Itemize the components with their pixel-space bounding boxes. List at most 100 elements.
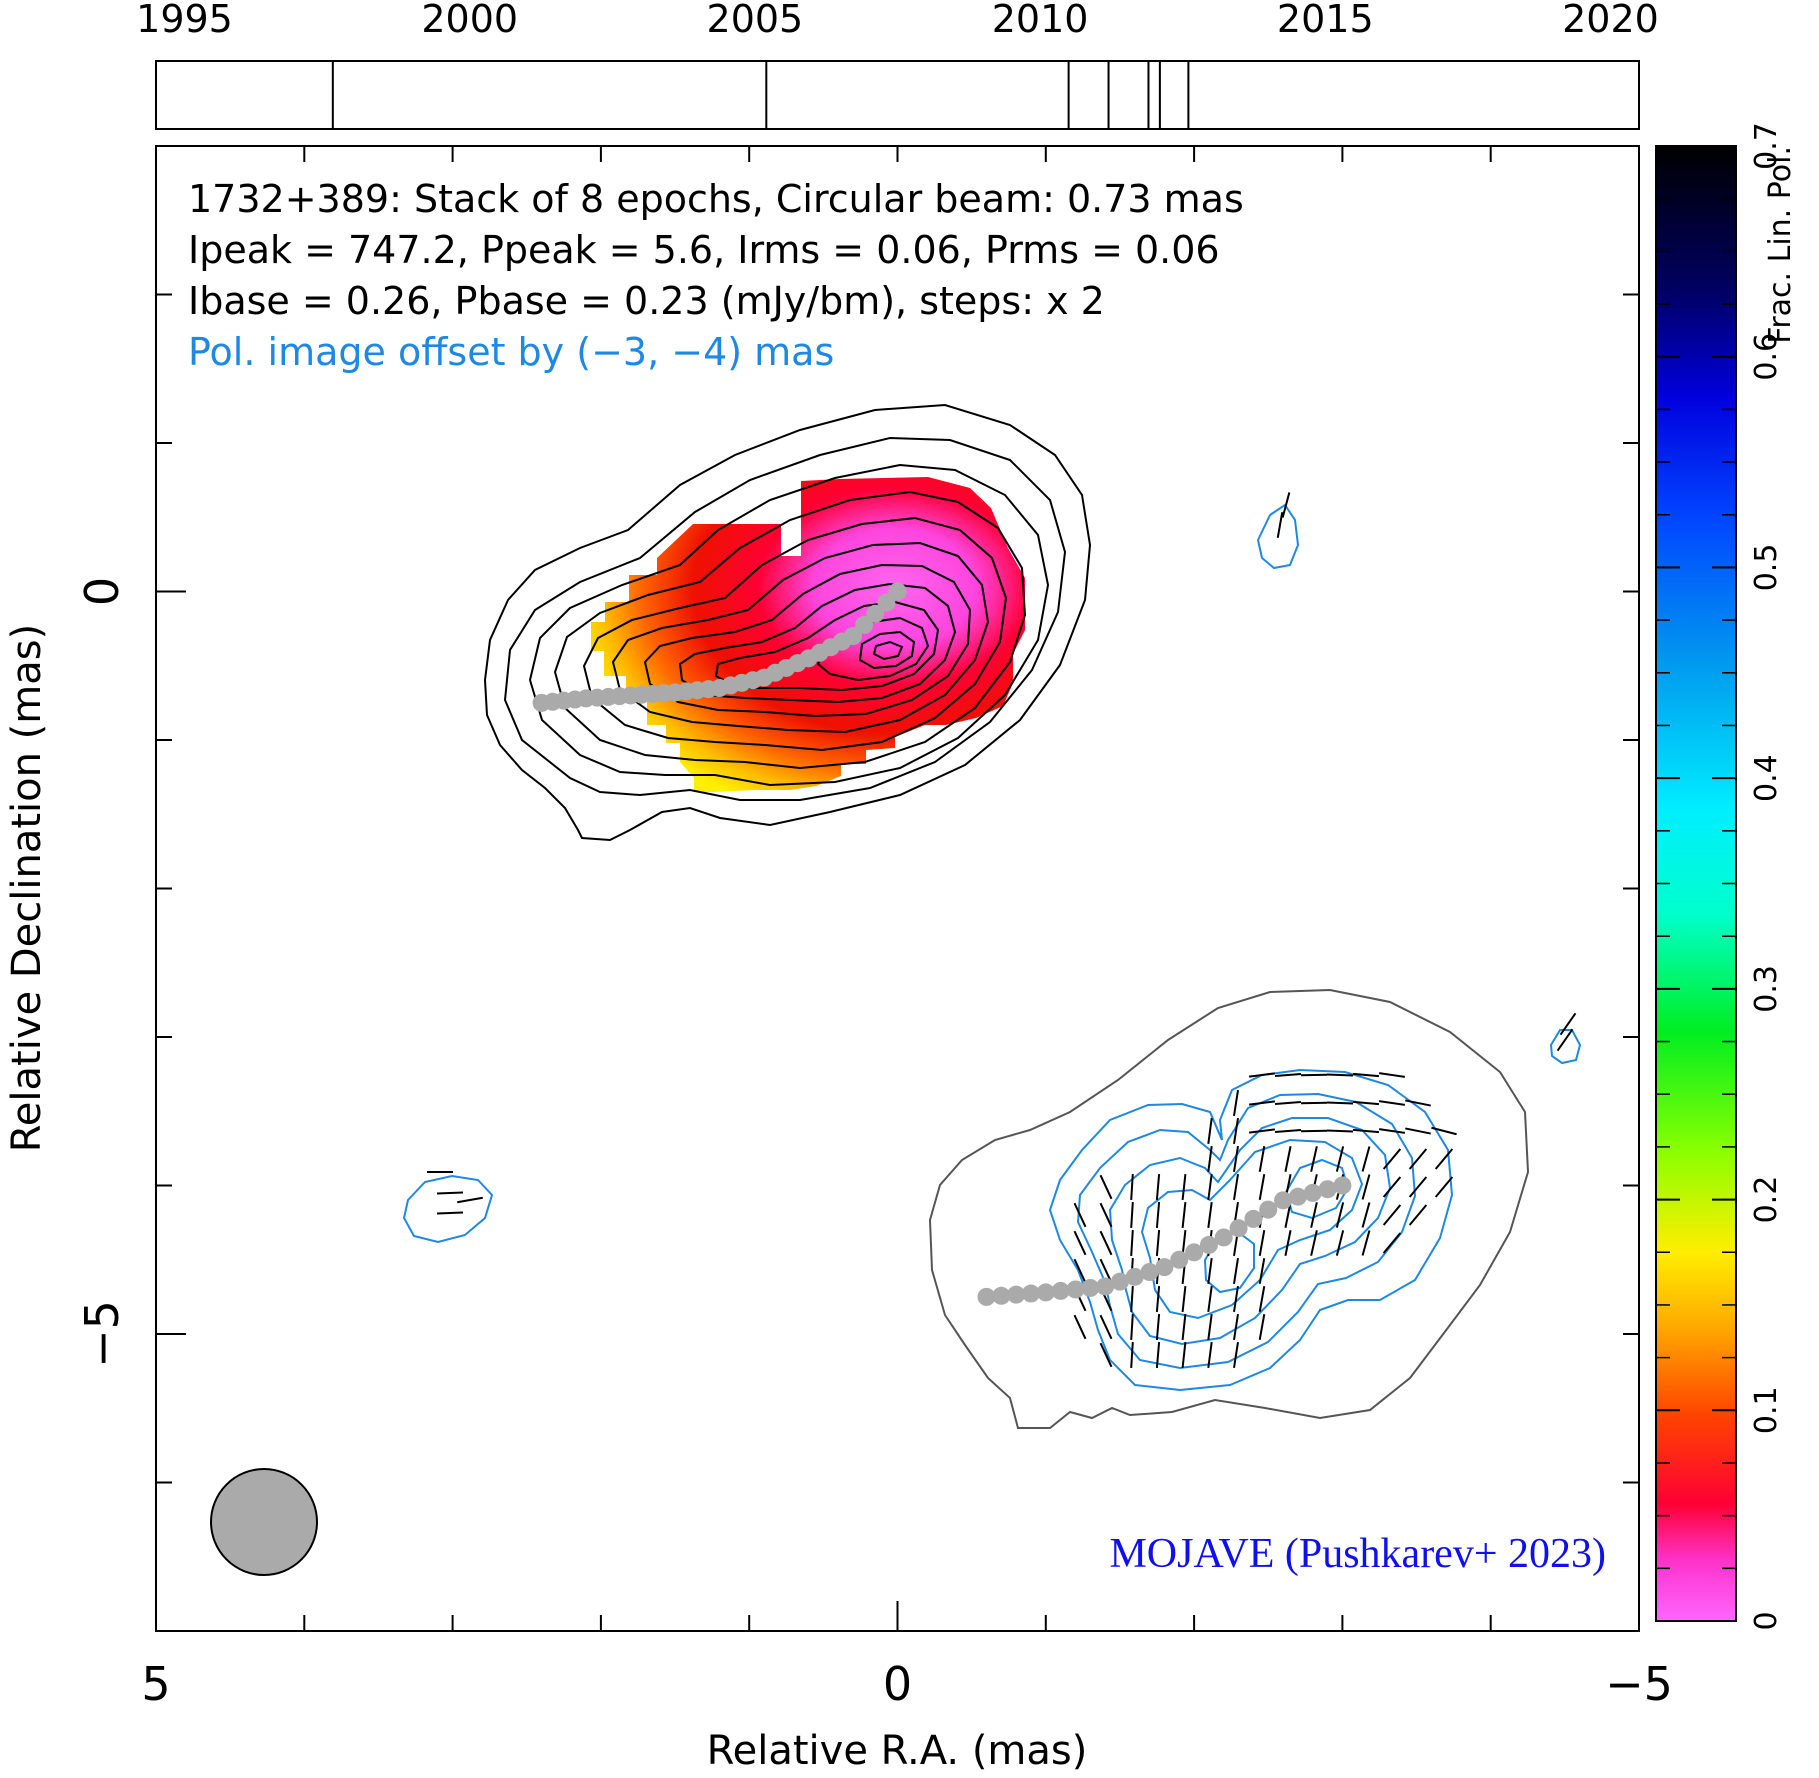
pol-outer-contour <box>928 988 1530 1429</box>
pol-contour-2 <box>1076 1092 1417 1370</box>
pol-ridge-point <box>1185 1243 1204 1262</box>
ridge-point <box>866 604 885 623</box>
evpa-tick <box>1434 1148 1454 1170</box>
evpa-tick <box>1258 1146 1266 1172</box>
evpa-tick <box>1382 1204 1402 1226</box>
evpa-tick <box>1233 1090 1239 1116</box>
pol-island-1 <box>402 1174 494 1244</box>
evpa-tick <box>1310 1202 1318 1228</box>
evpa-tick <box>1233 1286 1239 1312</box>
epoch-year-label: 1995 <box>136 0 233 41</box>
pol-ridge-point <box>1021 1284 1040 1303</box>
stokes-i-contour-7 <box>643 563 972 718</box>
pol-ridge-point <box>1066 1280 1085 1299</box>
evpa-tick <box>1258 1314 1266 1340</box>
evpa-tick <box>1099 1230 1113 1256</box>
evpa-tick <box>1326 1073 1354 1077</box>
evpa-tick <box>1155 1341 1161 1369</box>
pol-ridge-point <box>1007 1285 1026 1304</box>
evpa-tick <box>1284 1202 1292 1228</box>
evpa-tick <box>436 1211 464 1215</box>
evpa-tick <box>1099 1342 1113 1368</box>
beam-ellipse <box>210 1468 318 1576</box>
evpa-tick <box>1248 1072 1276 1078</box>
evpa-tick <box>1073 1230 1087 1256</box>
evpa-tick <box>1382 1232 1402 1254</box>
evpa-tick <box>1274 1129 1302 1133</box>
pol-ridge-point <box>1125 1267 1144 1286</box>
evpa-tick <box>1073 1258 1087 1284</box>
credit-label: MOJAVE (Pushkarev+ 2023) <box>1109 1531 1606 1577</box>
stokes-i-contour-2 <box>503 436 1067 801</box>
evpa-tick <box>1155 1173 1161 1201</box>
evpa-tick <box>1207 1285 1213 1313</box>
evpa-tick <box>1130 1313 1134 1341</box>
stokes-i-contour-11 <box>858 630 916 670</box>
header-line-4: Pol. image offset by (−3, −4) mas <box>188 330 834 374</box>
pol-contour-1 <box>1048 1068 1454 1392</box>
evpa-tick <box>1326 1101 1354 1105</box>
evpa-tick <box>1207 1145 1213 1173</box>
evpa-tick <box>1281 492 1291 518</box>
evpa-tick <box>1361 1174 1371 1200</box>
x-tick-label: 5 <box>141 1657 170 1711</box>
evpa-tick <box>1207 1201 1213 1229</box>
stokes-i-contour-3 <box>528 463 1050 787</box>
evpa-tick <box>1207 1117 1213 1145</box>
y-axis-ticks: 0 −5 <box>75 145 1639 1632</box>
evpa-tick <box>1130 1201 1134 1229</box>
ridge-point <box>877 593 896 612</box>
evpa-tick <box>1352 1100 1380 1106</box>
evpa-tick <box>1352 1128 1380 1134</box>
stokes-i-ridgeline <box>532 582 907 712</box>
evpa-tick <box>1181 1341 1187 1369</box>
epoch-year-label: 2010 <box>992 0 1089 41</box>
pol-ridge-point <box>992 1286 1011 1305</box>
evpa-tick <box>1274 1073 1302 1077</box>
evpa-tick <box>1233 1342 1239 1368</box>
colorbar-tick-label: 0.3 <box>1749 965 1784 1013</box>
epoch-year-label: 2015 <box>1277 0 1374 41</box>
evpa-tick <box>1378 1072 1406 1078</box>
evpa-tick <box>1310 1146 1318 1172</box>
header-line-2: Ipeak = 747.2, Ppeak = 5.6, Irms = 0.06,… <box>188 228 1220 272</box>
evpa-tick <box>1207 1313 1213 1341</box>
evpa-tick <box>1284 1230 1292 1256</box>
evpa-tick <box>1233 1174 1239 1200</box>
evpa-tick <box>1155 1201 1161 1229</box>
evpa-tick <box>1434 1176 1454 1198</box>
evpa-tick <box>1258 1258 1266 1284</box>
evpa-tick <box>1155 1229 1161 1257</box>
pol-image <box>402 492 1582 1429</box>
ridge-point <box>888 582 907 601</box>
stokes-i-contour-1 <box>483 403 1092 842</box>
evpa-tick <box>1382 1176 1402 1198</box>
colorbar-tick-label: 0 <box>1749 1611 1784 1630</box>
evpa-tick <box>1408 1148 1428 1170</box>
epoch-year-label: 2005 <box>707 0 804 41</box>
header-line-1: 1732+389: Stack of 8 epochs, Circular be… <box>188 177 1244 221</box>
evpa-tick <box>1361 1146 1371 1172</box>
evpa-tick <box>1335 1202 1345 1228</box>
pol-island-2 <box>1256 503 1300 570</box>
colorbar-tick-label: 0.4 <box>1749 754 1784 802</box>
colorbar-tick-label: 0.6 <box>1749 333 1784 381</box>
pol-ridge-point <box>1036 1283 1055 1302</box>
evpa-tick <box>1559 1012 1577 1036</box>
epoch-timeline-frame <box>155 60 1640 130</box>
evpa-tick <box>1405 1127 1431 1135</box>
pol-island-3 <box>1549 1029 1582 1065</box>
stokes-i-contour-6 <box>611 541 990 734</box>
stokes-i-contour-9 <box>714 600 940 692</box>
evpa-tick <box>1233 1314 1239 1340</box>
colorbar-tick-label: 0.1 <box>1749 1386 1784 1434</box>
colorbar-tick-label: 0.7 <box>1749 122 1784 170</box>
pol-ridge-point <box>1051 1281 1070 1300</box>
evpa-tick <box>1099 1202 1113 1228</box>
x-axis-label: Relative R.A. (mas) <box>707 1728 1088 1774</box>
pol-ridge-point <box>1081 1278 1100 1297</box>
colorbar: 0 0.1 0.2 0.3 0.4 0.5 0.6 0.7 Frac. Lin. Pol. <box>1655 122 1798 1631</box>
evpa-tick <box>1181 1313 1187 1341</box>
evpa-tick <box>457 1196 483 1204</box>
